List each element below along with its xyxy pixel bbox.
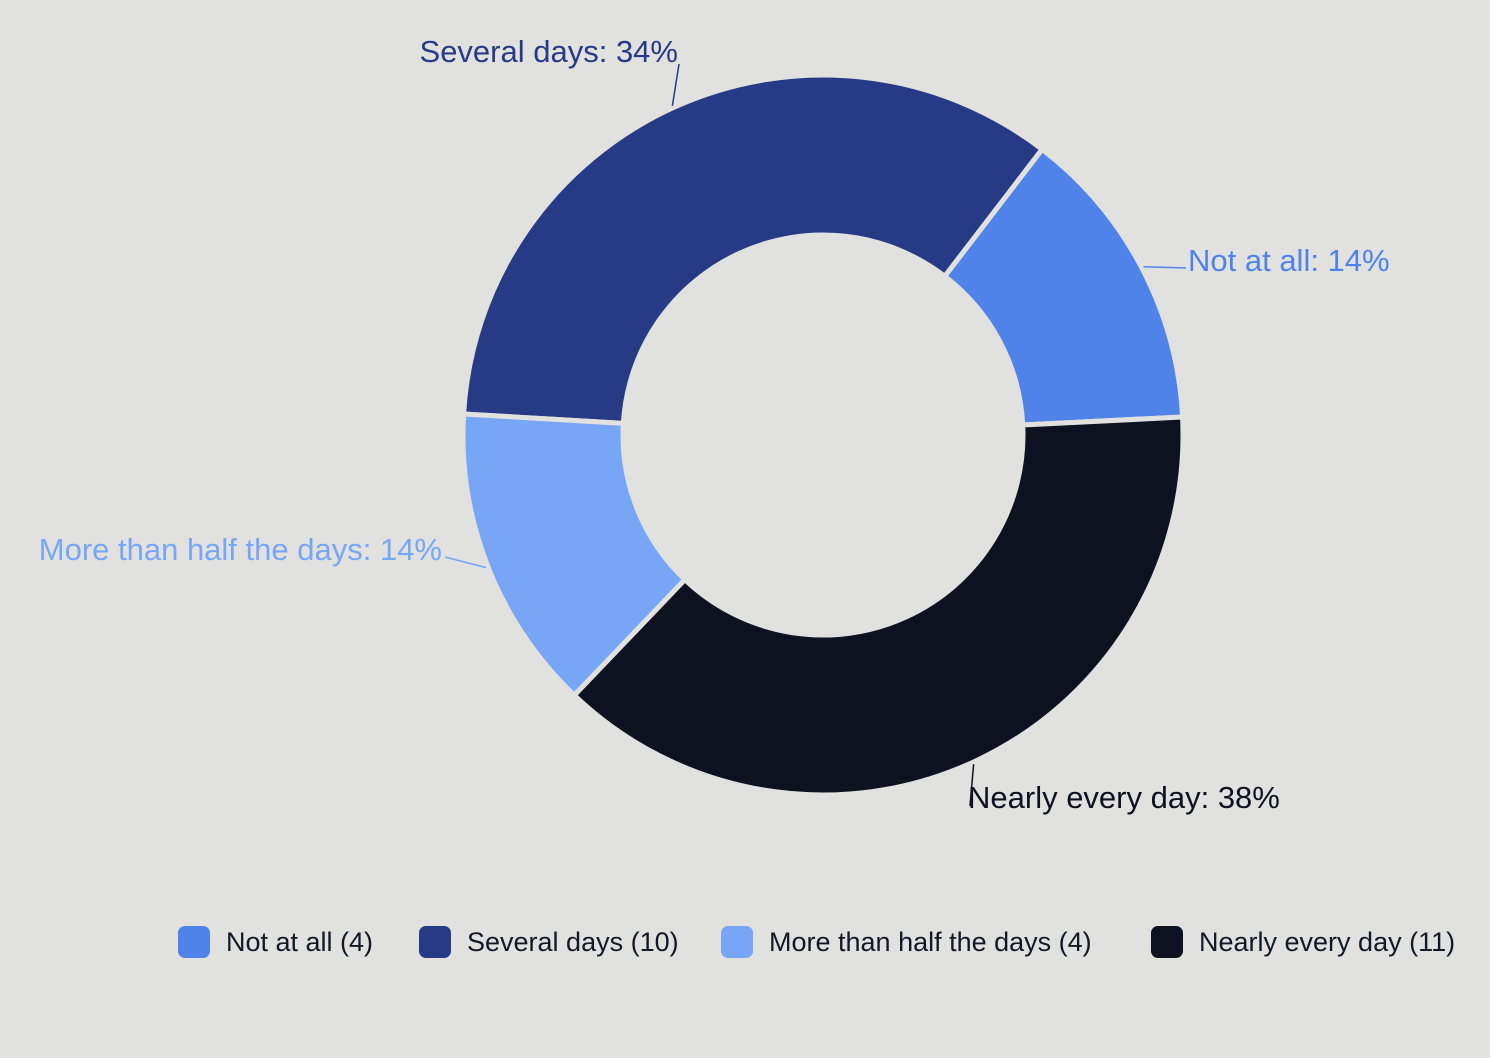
- slices: [460, 72, 1186, 798]
- legend-swatch: [721, 926, 753, 958]
- data-label: More than half the days: 14%: [39, 532, 442, 567]
- legend-swatch: [1151, 926, 1183, 958]
- donut-slice-not-at-all[interactable]: [941, 145, 1186, 428]
- legend-swatch: [178, 926, 210, 958]
- legend-label: More than half the days (4): [769, 926, 1092, 957]
- donut-slice-nearly-every-day[interactable]: [570, 414, 1186, 798]
- data-label: Nearly every day: 38%: [968, 780, 1280, 815]
- leader-line: [671, 63, 680, 106]
- leader-line: [444, 556, 487, 569]
- legend-swatch: [419, 926, 451, 958]
- donut-plot-area: Not at all: 14% Several days: 34% More tha…: [39, 34, 1390, 815]
- legend-item-more-than-half-the-days[interactable]: More than half the days (4): [721, 918, 1092, 966]
- data-label: Not at all: 14%: [1188, 243, 1390, 278]
- data-labels: Not at all: 14% Several days: 34% More tha…: [39, 34, 1390, 815]
- legend-item-several-days[interactable]: Several days (10): [419, 918, 679, 966]
- legend-label: Not at all (4): [226, 926, 374, 957]
- data-label: Several days: 34%: [420, 34, 678, 69]
- legend-label: Several days (10): [467, 926, 679, 957]
- leader-line: [969, 764, 975, 807]
- donut-slice-several-days[interactable]: [460, 72, 1046, 426]
- legend-item-nearly-every-day[interactable]: Nearly every day (11): [1151, 918, 1455, 966]
- donut-slice-more-than-half-the-days[interactable]: [460, 411, 689, 699]
- legend-item-not-at-all[interactable]: Not at all (4): [178, 918, 373, 966]
- leader-line: [1143, 266, 1187, 269]
- legend-label: Nearly every day (11): [1199, 926, 1456, 957]
- legend: Not at all (4) Several days (10) More th…: [0, 918, 1490, 966]
- leader-lines: [444, 63, 1187, 807]
